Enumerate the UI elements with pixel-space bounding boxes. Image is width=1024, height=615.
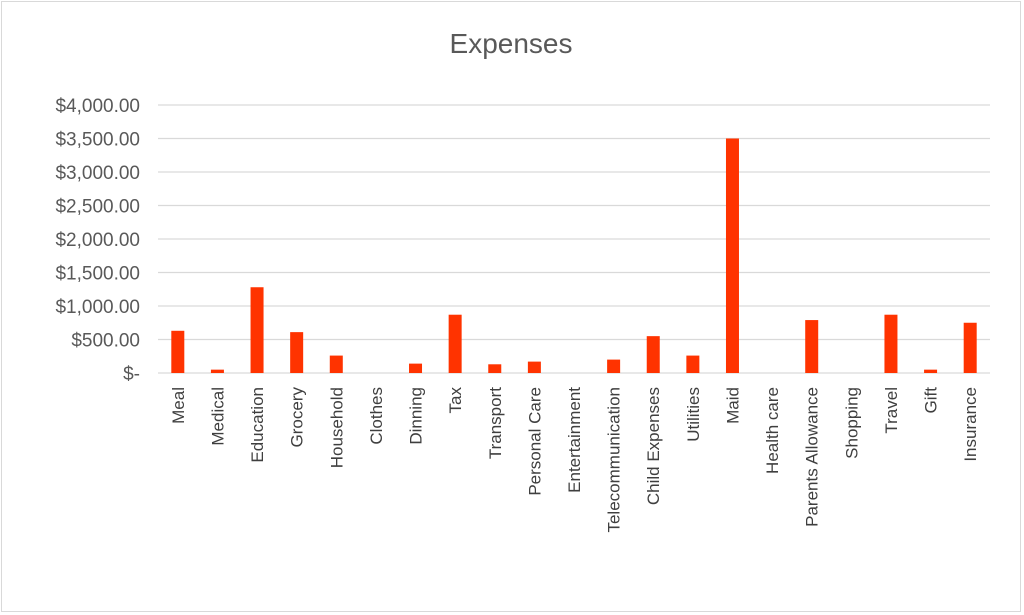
y-tick-label: $-: [123, 364, 140, 385]
y-axis-ticks: $- $500.00 $1,000.00 $1,500.00 $2,000.00 $2,5…: [55, 96, 140, 385]
bar-grocery: [290, 332, 304, 373]
x-tick-label: Education: [248, 387, 267, 463]
y-tick-label: $1,000.00: [55, 297, 140, 318]
bar-travel: [884, 314, 898, 373]
bar-maid: [725, 138, 739, 373]
x-tick-label: Tax: [446, 387, 465, 414]
bar-dinning: [409, 363, 423, 373]
x-tick-label: Travel: [882, 387, 901, 434]
y-tick-label: $4,000.00: [55, 96, 140, 117]
bar-medical: [210, 369, 224, 373]
x-tick-label: Parents Allowance: [803, 387, 822, 527]
bar-education: [250, 287, 264, 373]
y-tick-label: $3,500.00: [55, 130, 140, 151]
x-tick-label: Health care: [763, 387, 782, 474]
x-tick-label: Personal Care: [525, 387, 544, 496]
x-tick-label: Utilities: [684, 387, 703, 442]
gridlines: [158, 104, 990, 374]
x-tick-label: Insurance: [961, 387, 980, 462]
x-tick-label: Household: [327, 387, 346, 468]
x-tick-label: Maid: [723, 387, 742, 424]
x-tick-label: Meal: [169, 387, 188, 424]
y-tick-label: $3,000.00: [55, 163, 140, 184]
y-tick-label: $2,000.00: [55, 230, 140, 251]
bar-household: [329, 355, 343, 373]
bar-utilities: [686, 355, 700, 373]
bar-tax: [448, 314, 462, 373]
bar-meal: [171, 330, 185, 373]
bar-personal-care: [527, 361, 541, 373]
y-tick-label: $1,500.00: [55, 264, 140, 285]
x-tick-label: Telecommunication: [605, 387, 624, 533]
x-tick-label: Shopping: [842, 387, 861, 459]
x-tick-label: Dinning: [407, 387, 426, 445]
x-tick-label: Gift: [922, 387, 941, 414]
x-tick-label: Child Expenses: [644, 387, 663, 505]
x-tick-label: Grocery: [288, 387, 307, 448]
bars: [171, 138, 977, 373]
x-tick-label: Clothes: [367, 387, 386, 445]
bar-insurance: [963, 322, 977, 373]
y-tick-label: $2,500.00: [55, 197, 140, 218]
bar-transport: [488, 364, 502, 373]
x-tick-label: Medical: [208, 387, 227, 446]
y-tick-label: $500.00: [71, 331, 140, 352]
x-tick-label: Entertainment: [565, 387, 584, 493]
bar-parents-allowance: [805, 320, 819, 373]
bar-child-expenses: [646, 336, 660, 373]
x-axis-ticks: Meal Medical Education Grocery Household Clot…: [169, 387, 980, 533]
bar-telecommunication: [607, 359, 621, 373]
chart-title: Expenses: [449, 28, 573, 59]
bar-gift: [924, 369, 938, 373]
x-tick-label: Transport: [486, 387, 505, 459]
